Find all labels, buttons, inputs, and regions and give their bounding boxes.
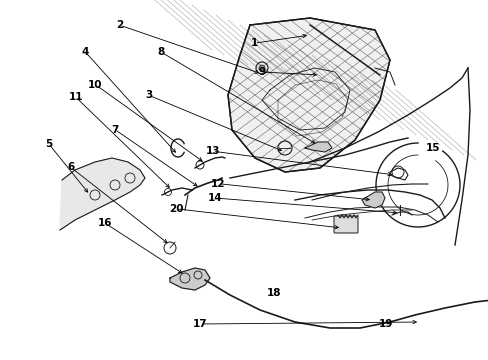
Text: 12: 12 — [210, 179, 224, 189]
Polygon shape — [170, 268, 209, 290]
Text: 3: 3 — [145, 90, 152, 100]
Text: 6: 6 — [67, 162, 74, 172]
Text: 19: 19 — [378, 319, 393, 329]
Text: 20: 20 — [168, 204, 183, 214]
Text: 17: 17 — [193, 319, 207, 329]
Polygon shape — [227, 18, 389, 172]
Text: 8: 8 — [158, 47, 164, 57]
Text: 1: 1 — [250, 38, 257, 48]
Text: 11: 11 — [68, 92, 83, 102]
Text: 7: 7 — [111, 125, 119, 135]
Polygon shape — [361, 192, 384, 208]
Text: 14: 14 — [207, 193, 222, 203]
FancyBboxPatch shape — [333, 216, 357, 233]
Text: 9: 9 — [258, 67, 264, 77]
Text: 10: 10 — [88, 80, 102, 90]
Text: 16: 16 — [98, 218, 112, 228]
Polygon shape — [60, 158, 145, 230]
Text: 4: 4 — [81, 47, 89, 57]
Text: 2: 2 — [116, 20, 123, 30]
Text: 15: 15 — [425, 143, 439, 153]
Circle shape — [259, 65, 264, 71]
Text: 13: 13 — [205, 146, 220, 156]
Text: 5: 5 — [45, 139, 52, 149]
Text: 18: 18 — [266, 288, 281, 298]
Polygon shape — [305, 142, 331, 152]
